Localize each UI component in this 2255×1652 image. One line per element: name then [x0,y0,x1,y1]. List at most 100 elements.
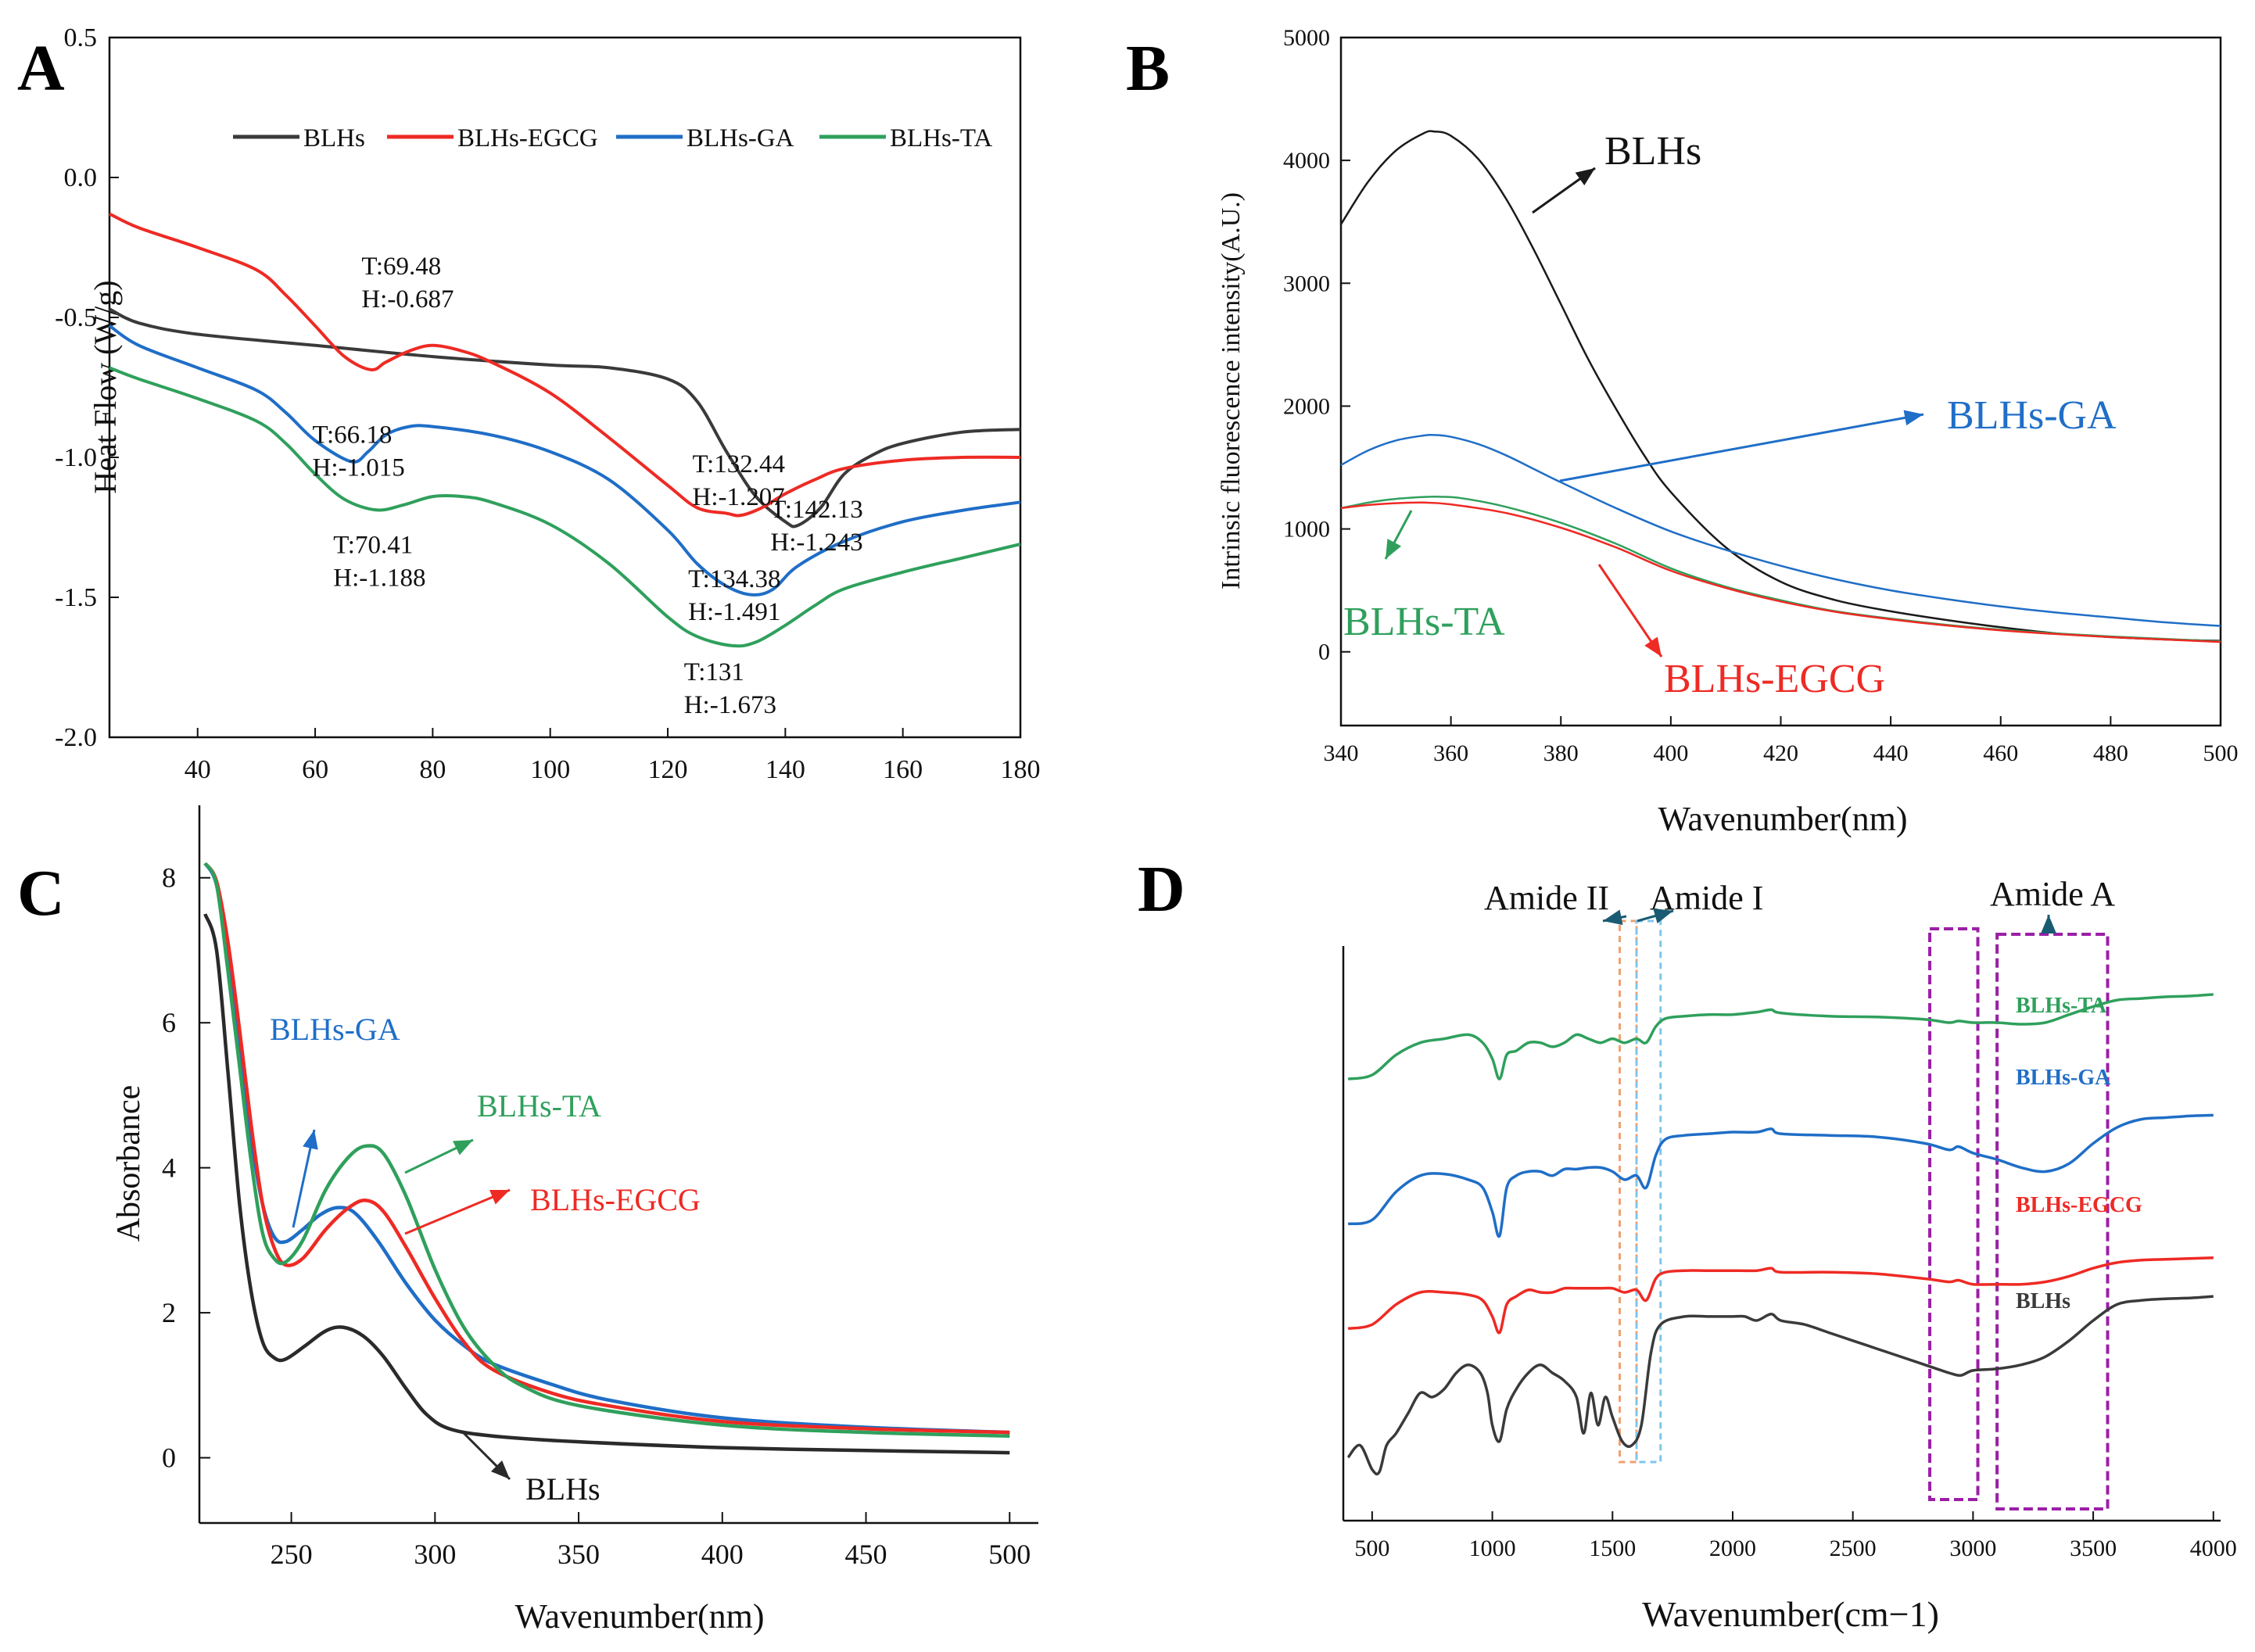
x-tick-label: 250 [271,1539,313,1570]
annotation-enthalpy: H:-1.015 [313,453,405,482]
arrow-amide-i-head [1653,908,1673,924]
band-box-amide-ii [1619,919,1638,1464]
annotation-temperature: T:69.48 [361,253,441,281]
panel-letter-c: C [17,857,65,930]
panel-letter-a: A [17,32,65,105]
arrow-blhs-egcg-shaft [404,1188,511,1235]
x-tick-label: 480 [2093,740,2128,766]
panel-a-dsc-chart: 40 60 80 100 120 140 160 180 0.5 0.0 -0.5 -1.0 -1.5 -… [55,23,1040,784]
y-tick-label: -1.0 [55,443,97,472]
y-tick-label: 8 [162,862,176,894]
series-label-blhs-egcg: BLHs-EGCG [530,1182,701,1217]
x-tick-label: 450 [845,1539,887,1570]
y-tick-label: 0 [1318,640,1330,665]
x-tick-label: 60 [302,755,328,784]
y-axis-title: Intrinsic fluorescence intensity(A.U.) [1217,192,1246,589]
x-axis-title: Wavenumber(nm) [515,1597,765,1636]
legend-label-blhs-ga: BLHs-GA [687,124,794,152]
series-line-blhs-egcg [1340,501,2221,643]
series-line-blhs [1346,1295,2214,1476]
y-tick-label: -2.0 [55,723,97,752]
x-tick-label: 4000 [2190,1536,2237,1561]
x-tick-label: 400 [1653,740,1688,766]
y-tick-label: 2 [162,1297,176,1328]
x-tick-label: 2000 [1709,1536,1756,1561]
series-line-blhs-ga [1340,433,2221,627]
annotation-enthalpy: H:-1.673 [684,691,776,719]
annotation-enthalpy: H:-1.491 [688,598,780,626]
y-tick-label: 4 [162,1152,176,1184]
y-tick-label: 5000 [1283,25,1330,51]
arrow-blhs-ta-head [453,1140,473,1156]
x-tick-label: 160 [883,755,923,784]
arrow-amide-a-head [2041,915,2056,934]
series-line-blhs-ga [1347,1113,2214,1238]
x-tick-label: 300 [414,1539,456,1570]
x-tick-label: 500 [2203,740,2239,766]
annotation-enthalpy: H:-1.188 [333,564,425,592]
x-tick-label: 500 [1354,1536,1389,1561]
series-line-blhs-ta [203,862,1010,1438]
panel-b-fluorescence-chart: 340 360 380 400 420 440 460 480 5000100020003000… [1217,25,2239,838]
arrow-amide-ii-head [1603,909,1623,926]
panel-letter-d: D [1138,853,1185,926]
y-tick-label: 0.0 [64,163,98,192]
x-tick-label: 3500 [2070,1536,2117,1561]
y-tick-label: 3000 [1283,271,1330,296]
series-line-blhs-ta [1347,993,2214,1080]
series-label-blhs-ga: BLHs-GA [270,1012,400,1047]
series-line-blhs [109,307,1021,529]
series-line-blhs-ga [108,324,1021,597]
x-tick-label: 2500 [1830,1536,1877,1561]
plot-frame [108,36,1022,739]
series-label-blhs-ta: BLHs-TA [2016,994,2107,1018]
annotation-temperature: T:134.38 [688,565,780,593]
arrow-blhs-ta-head [1386,539,1402,559]
annotation-enthalpy: H:-1.207 [693,483,785,511]
x-tick-label: 360 [1433,740,1468,766]
annotation-temperature: T:66.18 [313,421,393,449]
arrow-blhs-egcg-head [489,1190,510,1205]
annotation-enthalpy: H:-1.243 [770,529,862,557]
panel-d-ftir-chart: 500 1000 1500 2000 2500 3000 3500 4000 Wavenumbe… [1342,875,2237,1634]
series-line-blhs-ta [109,366,1021,648]
y-tick-label: 2000 [1283,393,1330,419]
series-line-blhs [1339,130,2221,642]
series-label-blhs-egcg: BLHs-EGCG [2016,1193,2142,1217]
x-tick-label: 100 [530,755,570,784]
x-tick-label: 380 [1543,740,1579,766]
arrow-blhs-ga-head [1903,410,1923,426]
arrow-blhs-egcg-head [1644,636,1662,657]
x-axis-title: Wavenumber(cm−1) [1642,1594,1939,1634]
x-axis-title: Wavenumber(nm) [1658,800,1908,838]
x-tick-label: 500 [988,1539,1031,1570]
annotation-temperature: T:131 [684,658,744,686]
arrow-blhs-head [490,1460,510,1479]
annotation-enthalpy: H:-0.687 [361,285,454,314]
x-tick-label: 3000 [1949,1536,1996,1561]
y-tick-label: 1000 [1283,517,1330,543]
y-axis-title: Heat Flow (W/g) [88,280,123,493]
series-label-blhs: BLHs [525,1471,600,1507]
x-tick-label: 420 [1763,740,1798,766]
legend-label-blhs: BLHs [303,124,365,152]
y-tick-label: 4000 [1283,148,1330,174]
annotation-temperature: T:70.41 [333,531,413,559]
y-tick-label: 6 [162,1007,176,1038]
series-label-blhs-ta: BLHs-TA [477,1088,601,1123]
legend-label-blhs-egcg: BLHs-EGCG [457,124,598,152]
panel-letter-b: B [1126,32,1170,105]
y-tick-label: 0.5 [64,23,98,52]
arrow-blhs-head [1575,168,1595,186]
arrow-blhs-ga-head [303,1130,318,1150]
x-tick-label: 1000 [1469,1536,1516,1561]
x-tick-label: 140 [765,755,805,784]
x-tick-label: 40 [185,755,211,784]
x-tick-label: 340 [1324,740,1359,766]
x-tick-label: 180 [1001,755,1041,784]
y-tick-label: 0 [162,1442,176,1474]
band-label-amide-a: Amide A [1990,875,2115,913]
arrow-blhs-ga-shaft [1559,413,1924,482]
series-label-blhs: BLHs [1604,129,1701,174]
x-tick-label: 460 [1983,740,2018,766]
